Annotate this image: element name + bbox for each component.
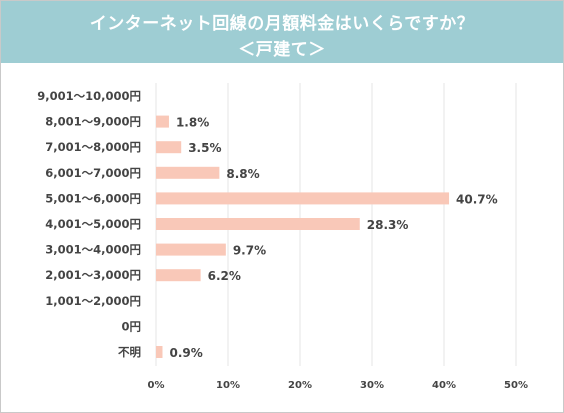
- category-label: 1,001～2,000円: [45, 294, 141, 308]
- category-label: 4,001～5,000円: [45, 217, 141, 231]
- data-label: 8.8%: [226, 167, 259, 181]
- data-label: 1.8%: [176, 116, 209, 130]
- chart-subtitle: ＜戸建て＞: [238, 40, 326, 60]
- category-label: 6,001～7,000円: [45, 166, 141, 180]
- category-label: 不明: [118, 345, 141, 359]
- category-label: 3,001～4,000円: [45, 243, 141, 257]
- category-label: 9,001～10,000円: [37, 89, 141, 103]
- bar: [156, 192, 450, 205]
- title-banner: インターネット回線の月額料金はいくらですか？ ＜戸建て＞: [1, 1, 563, 63]
- bar: [156, 141, 182, 154]
- x-tick-label: 10%: [216, 380, 240, 391]
- data-label: 28.3%: [367, 218, 409, 232]
- bar: [156, 243, 226, 256]
- x-tick-label: 40%: [432, 380, 456, 391]
- bar: [156, 269, 201, 282]
- data-label: 3.5%: [188, 141, 221, 155]
- x-tick-label: 20%: [288, 380, 312, 391]
- bar: [156, 218, 360, 230]
- category-label: 0円: [121, 319, 141, 333]
- data-label: 9.7%: [233, 244, 266, 258]
- x-tick-label: 0%: [148, 380, 165, 391]
- data-label: 6.2%: [208, 269, 241, 283]
- category-label: 7,001～8,000円: [45, 140, 141, 154]
- category-label: 5,001～6,000円: [45, 191, 141, 205]
- x-tick-label: 30%: [360, 380, 384, 391]
- x-tick-label: 50%: [504, 380, 528, 391]
- bar: [156, 346, 163, 358]
- data-label: 0.9%: [169, 346, 202, 360]
- category-label: 2,001～3,000円: [45, 268, 141, 282]
- category-label: 8,001～9,000円: [45, 115, 141, 129]
- bar: [156, 166, 220, 179]
- chart-title: インターネット回線の月額料金はいくらですか？: [89, 14, 475, 34]
- data-label: 40.7%: [456, 192, 498, 206]
- bar: [156, 115, 169, 128]
